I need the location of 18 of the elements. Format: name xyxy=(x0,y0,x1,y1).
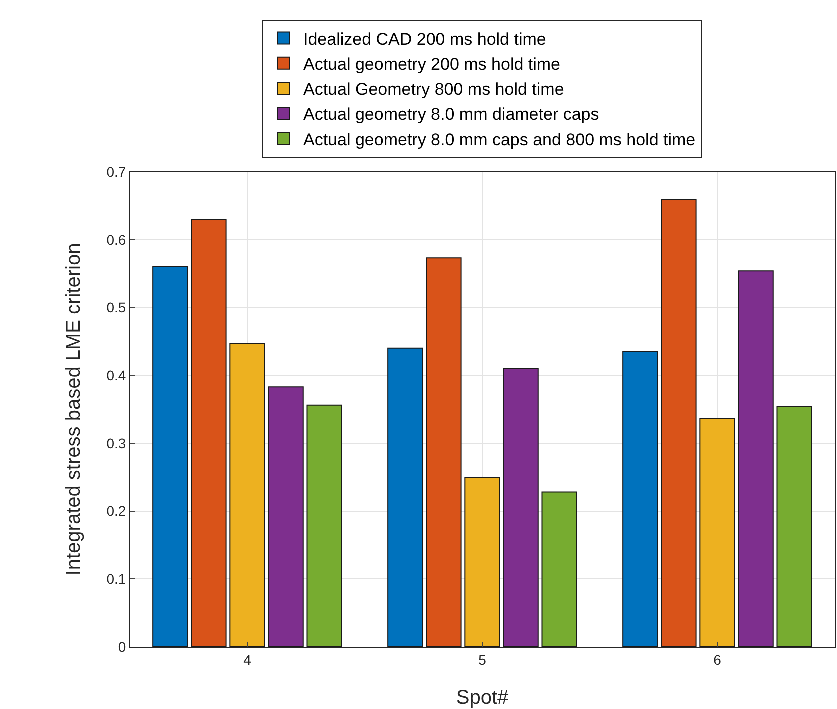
y-tick-label: 0.3 xyxy=(106,435,126,452)
y-tick-label: 0 xyxy=(118,638,126,655)
y-tick-label: 0.6 xyxy=(106,232,126,248)
legend-label: Idealized CAD 200 ms hold time xyxy=(304,30,546,49)
y-tick-label: 0.5 xyxy=(106,300,126,316)
legend-label: Actual geometry 8.0 mm diameter caps xyxy=(304,105,600,124)
y-tick-label: 0.4 xyxy=(106,367,126,384)
x-tick-label: 5 xyxy=(478,652,487,668)
y-tick-label: 0.1 xyxy=(106,571,126,588)
legend-label: Actual geometry 200 ms hold time xyxy=(304,55,561,74)
legend-label: Actual geometry 8.0 mm caps and 800 ms hold time xyxy=(304,130,696,150)
legend-label: Actual Geometry 800 ms hold time xyxy=(304,80,564,100)
x-tick-label: 6 xyxy=(714,652,722,668)
y-tick-label: 0.7 xyxy=(106,164,126,180)
y-tick-label: 0.2 xyxy=(106,503,126,520)
y-axis-title: Integrated stress based LME criterion xyxy=(63,243,85,576)
x-axis-title: Spot# xyxy=(456,687,510,709)
x-tick-label: 4 xyxy=(244,652,252,668)
